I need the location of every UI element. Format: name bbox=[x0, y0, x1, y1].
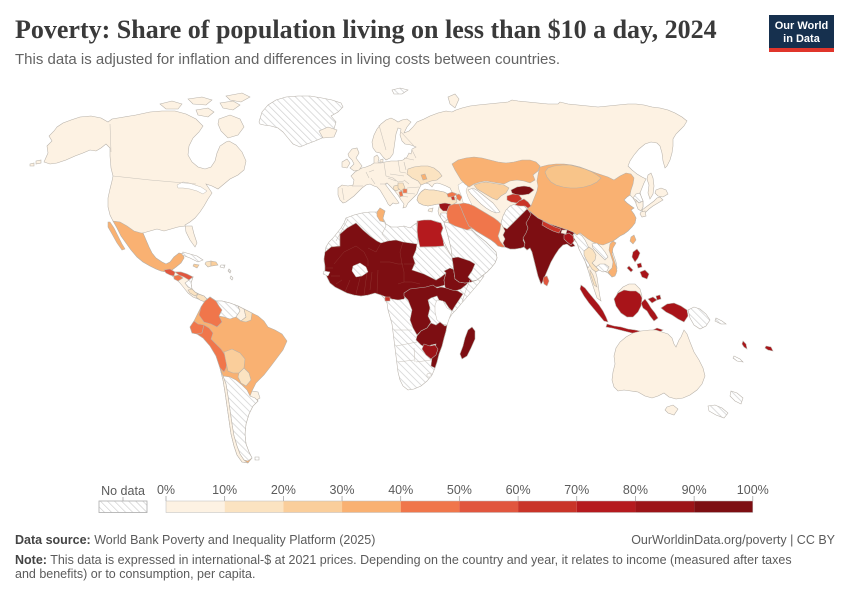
svg-text:100%: 100% bbox=[737, 483, 769, 497]
svg-text:50%: 50% bbox=[447, 483, 472, 497]
svg-text:20%: 20% bbox=[271, 483, 296, 497]
svg-text:10%: 10% bbox=[212, 483, 237, 497]
svg-text:No data: No data bbox=[101, 484, 145, 498]
svg-text:80%: 80% bbox=[623, 483, 648, 497]
svg-text:90%: 90% bbox=[682, 483, 707, 497]
svg-text:0%: 0% bbox=[157, 483, 175, 497]
svg-text:40%: 40% bbox=[388, 483, 413, 497]
svg-text:70%: 70% bbox=[564, 483, 589, 497]
svg-text:60%: 60% bbox=[506, 483, 531, 497]
svg-text:30%: 30% bbox=[330, 483, 355, 497]
